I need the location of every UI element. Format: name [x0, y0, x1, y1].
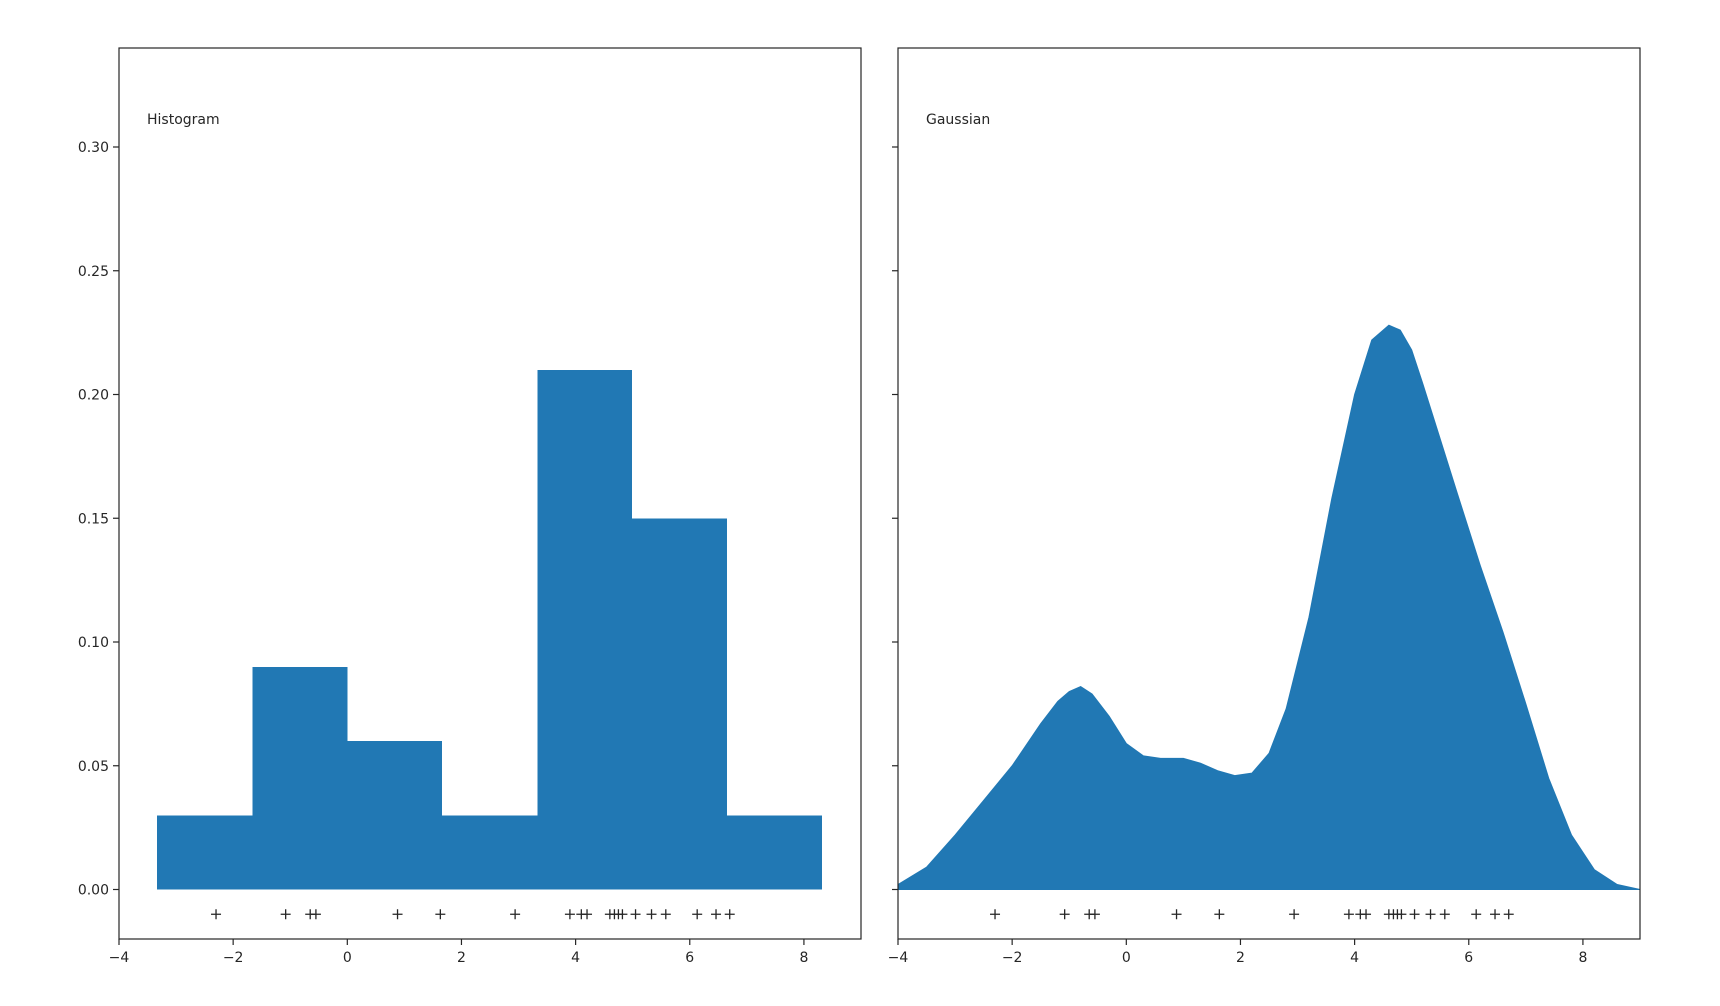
gaussian-x-tick-label: 2: [1236, 950, 1245, 966]
histogram-sample-marker: [630, 909, 641, 920]
gaussian-x-tick-label: 4: [1350, 950, 1359, 966]
histogram-sample-marker: [435, 909, 446, 920]
histogram-y-tick-label: 0.00: [78, 883, 109, 899]
histogram-x-tick-label: 0: [343, 950, 352, 966]
histogram-plot-area: [157, 369, 823, 920]
histogram-x-tick-label: 4: [571, 950, 580, 966]
histogram-sample-marker: [211, 909, 222, 920]
histogram-y-tick-label: 0.05: [78, 759, 109, 775]
gaussian-x-tick-label: −4: [888, 950, 909, 966]
gaussian-x-tick-label: 0: [1122, 950, 1131, 966]
histogram-sample-marker: [310, 909, 321, 920]
histogram-y-tick-label: 0.10: [78, 635, 109, 651]
histogram-panel-label: Histogram: [147, 112, 220, 128]
gaussian-sample-marker: [1409, 909, 1420, 920]
histogram-x-tick-label: −4: [109, 950, 130, 966]
gaussian-x-axis: −4 −2 0 2 4 6 8: [888, 939, 1587, 966]
histogram-y-tick-label: 0.15: [78, 511, 109, 527]
histogram-x-tick-label: −2: [223, 950, 244, 966]
histogram-sample-marker: [392, 909, 403, 920]
gaussian-sample-marker: [1471, 909, 1482, 920]
histogram-y-tick-label: 0.30: [78, 140, 109, 156]
gaussian-x-tick-label: −2: [1002, 950, 1023, 966]
gaussian-sample-marker: [1171, 909, 1182, 920]
histogram-sample-marker: [280, 909, 291, 920]
histogram-sample-marker: [724, 909, 735, 920]
gaussian-sample-marker: [1289, 909, 1300, 920]
histogram-sample-marker: [617, 909, 628, 920]
histogram-sample-marker: [692, 909, 703, 920]
histogram-x-tick-label: 8: [799, 950, 808, 966]
gaussian-sample-marker: [1089, 909, 1100, 920]
gaussian-sample-marker: [1361, 909, 1372, 920]
gaussian-axes-frame: [897, 47, 1641, 940]
histogram-sample-marker: [660, 909, 671, 920]
gaussian-plot-area: [897, 324, 1641, 920]
gaussian-sample-marker: [1490, 909, 1501, 920]
histogram-bar: [726, 815, 823, 890]
gaussian-panel-label: Gaussian: [926, 112, 990, 128]
gaussian-sample-marker: [1059, 909, 1070, 920]
gaussian-x-tick-label: 8: [1578, 950, 1587, 966]
histogram-x-tick-label: 2: [457, 950, 466, 966]
histogram-sample-marker: [646, 909, 657, 920]
histogram-bar: [442, 815, 538, 890]
gaussian-sample-marker: [1439, 909, 1450, 920]
histogram-sample-marker: [711, 909, 722, 920]
histogram-sample-marker: [582, 909, 593, 920]
gaussian-x-tick-label: 6: [1464, 950, 1473, 966]
histogram-bar: [347, 741, 443, 890]
histogram-bar: [252, 666, 348, 890]
histogram-y-tick-label: 0.20: [78, 388, 109, 404]
gaussian-y-axis: [892, 146, 898, 891]
histogram-bar: [537, 369, 633, 890]
histogram-panel: Histogram −4 −2 0 2 4 6 8 0.00 0.05 0.10 0.15 0.20…: [78, 47, 862, 966]
gaussian-sample-marker: [1396, 909, 1407, 920]
gaussian-sample-marker: [1214, 909, 1225, 920]
histogram-sample-marker: [564, 909, 575, 920]
gaussian-sample-marker: [1343, 909, 1354, 920]
histogram-bar: [632, 518, 727, 890]
histogram-y-tick-label: 0.25: [78, 264, 109, 280]
histogram-sample-marker: [510, 909, 521, 920]
gaussian-sample-marker: [1425, 909, 1436, 920]
gaussian-sample-marker: [990, 909, 1001, 920]
histogram-x-axis: −4 −2 0 2 4 6 8: [109, 939, 808, 966]
gaussian-sample-marker: [1503, 909, 1514, 920]
histogram-axes-frame: [118, 47, 862, 940]
gaussian-density-area: [897, 324, 1641, 890]
histogram-x-tick-label: 6: [685, 950, 694, 966]
gaussian-panel: Gaussian −4 −2 0 2 4 6 8: [888, 47, 1641, 966]
histogram-y-axis: 0.00 0.05 0.10 0.15 0.20 0.25 0.30: [78, 140, 119, 899]
histogram-bar: [157, 815, 253, 890]
